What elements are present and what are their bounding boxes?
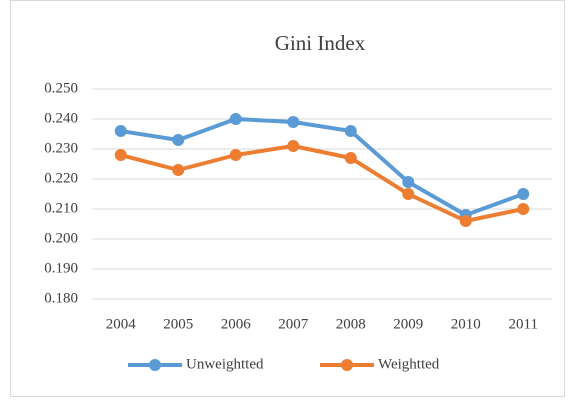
y-tick-label: 0.210: [44, 200, 78, 216]
legend-label: Unweightted: [186, 356, 264, 372]
x-tick-label: 2007: [278, 316, 309, 332]
y-tick-label: 0.200: [44, 230, 78, 246]
y-tick-label: 0.220: [44, 170, 78, 186]
point: [344, 125, 357, 137]
x-tick-label: 2005: [163, 316, 193, 332]
y-tick-label: 0.230: [44, 140, 78, 156]
point: [229, 113, 242, 125]
series-line: [120, 117, 524, 217]
x-tick-label: 2010: [451, 316, 481, 332]
x-tick-label: 2008: [336, 316, 366, 332]
legend-label: Weightted: [378, 356, 440, 372]
point: [287, 116, 300, 128]
legend-marker: [149, 359, 161, 371]
point: [229, 149, 242, 161]
x-tick-label: 2011: [509, 316, 538, 332]
point: [344, 152, 357, 164]
point: [114, 125, 127, 137]
point: [114, 149, 127, 161]
point: [402, 176, 415, 188]
series-line: [120, 144, 524, 223]
point: [459, 215, 472, 227]
y-tick-label: 0.190: [44, 260, 78, 276]
y-tick-label: 0.240: [44, 110, 78, 126]
point: [402, 188, 415, 200]
point: [172, 134, 185, 146]
x-tick-label: 2004: [106, 316, 137, 332]
x-tick-label: 2009: [393, 316, 423, 332]
x-tick-label: 2006: [221, 316, 252, 332]
point: [287, 140, 300, 152]
point: [517, 203, 530, 215]
point: [172, 164, 185, 176]
y-tick-label: 0.250: [44, 80, 78, 96]
legend-marker: [341, 359, 353, 371]
y-tick-label: 0.180: [44, 290, 78, 306]
chart-title: Gini Index: [275, 31, 366, 55]
chart-frame: [10, 0, 565, 397]
point: [517, 188, 530, 200]
